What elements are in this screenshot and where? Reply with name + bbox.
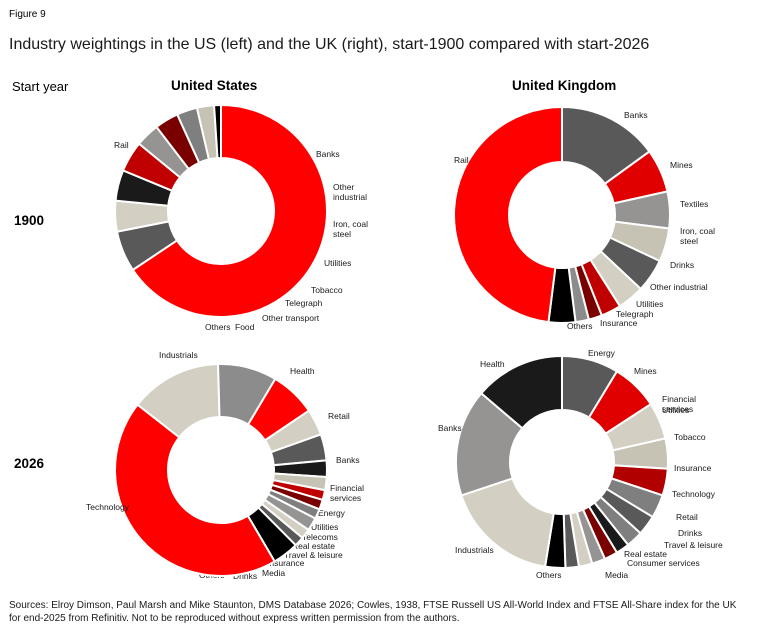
start-year-label: Start year [12,79,69,94]
slice-label-mines: Mines [670,160,693,170]
slice-technology [114,403,277,577]
slice-label-health: Health [480,359,505,369]
slice-label-others: Others [205,322,231,332]
slice-label-utilities: Utilities [324,258,351,268]
slice-label-travel-leisure: Travel & leisure [664,540,723,550]
row-header-2026: 2026 [14,456,45,471]
slice-label-technology: Technology [672,489,716,499]
slice-label-drinks: Drinks [670,260,694,270]
slice-label-others: Others [536,570,562,580]
slice-label-telegraph: Telegraph [616,309,654,319]
slice-label-food: Food [235,322,255,332]
slice-label-retail: Retail [328,411,350,421]
slice-others [213,103,222,160]
slice-label-iron-coal-steel: Iron, coal steel [333,219,368,239]
row-header-1900: 1900 [14,213,45,228]
chart-title: Industry weightings in the US (left) and… [9,36,650,53]
donut-united-states-1900: Rail Banks Other industrial Iron, coal steel U… [114,103,368,332]
donut-united-states-2026: Industrials Health Retail Banks Financial ser… [86,350,364,581]
slice-label-consumer-services: Consumer services [627,558,700,568]
slice-label-telecoms: Telecoms [302,532,338,542]
slice-label-tobacco: Tobacco [674,432,706,442]
slice-label-insurance: Insurance [674,463,712,473]
slice-label-utilities: Utilities [636,299,663,309]
donut-united-kingdom-1900: Banks Mines Textiles Iron, coal steel Drinks O… [453,105,715,331]
source-line-2: for end-2025 from Refinitiv. Not to be r… [9,613,460,624]
slice-label-banks: Banks [438,423,462,433]
slice-label-utilities: Utilities [662,405,689,415]
slice-label-other-transport: Other transport [262,313,320,323]
slice-label-energy: Energy [318,508,346,518]
slice-label-other-industrial: Other industrial [650,282,708,292]
slice-label-real-estate: Real estate [624,549,667,559]
source-note: Sources: Elroy Dimson, Paul Marsh and Mi… [9,599,736,625]
slice-label-industrials: Industrials [159,350,198,360]
slice-label-technology: Technology [86,502,130,512]
figure-label: Figure 9 [9,9,46,20]
slice-health [479,354,563,430]
slice-label-real-estate: Real estate [292,541,335,551]
slice-label-travel-leisure: Travel & leisure [284,550,343,560]
slice-label-utilities: Utilities [311,522,338,532]
column-header-us: United States [171,78,258,93]
slice-label-mines: Mines [634,366,657,376]
slice-label-health: Health [290,366,315,376]
slice-label-industrials: Industrials [455,545,494,555]
slice-label-energy: Energy [588,348,616,358]
slice-rail [131,103,328,318]
slice-label-media: Media [605,570,628,580]
slice-label-others: Others [567,321,593,331]
column-header-uk: United Kingdom [512,78,617,93]
slice-label-banks: Banks [624,110,648,120]
slice-label-telegraph: Telegraph [285,298,323,308]
slice-label-banks: Banks [316,149,340,159]
source-line-1: Sources: Elroy Dimson, Paul Marsh and Mi… [9,600,737,611]
slice-label-insurance: Insurance [600,318,638,328]
slice-label-other-industrial: Other industrial [333,182,367,202]
slice-label-textiles: Textiles [680,199,708,209]
slice-label-drinks: Drinks [233,571,257,581]
slice-label-financial-services: Financial services [330,483,364,503]
slice-label-drinks: Drinks [678,528,702,538]
slice-label-retail: Retail [676,512,698,522]
slice-label-financial-services: Financial services [662,394,696,414]
slice-label-iron-coal-steel: Iron, coal steel [680,226,715,246]
slice-rail [453,105,563,324]
slice-label-tobacco: Tobacco [311,285,343,295]
slice-label-rail: Rail [454,155,469,165]
slice-label-banks: Banks [336,455,360,465]
slice-label-rail: Rail [114,140,129,150]
slice-label-media: Media [262,568,285,578]
slice-label-insurance: Insurance [267,558,305,568]
